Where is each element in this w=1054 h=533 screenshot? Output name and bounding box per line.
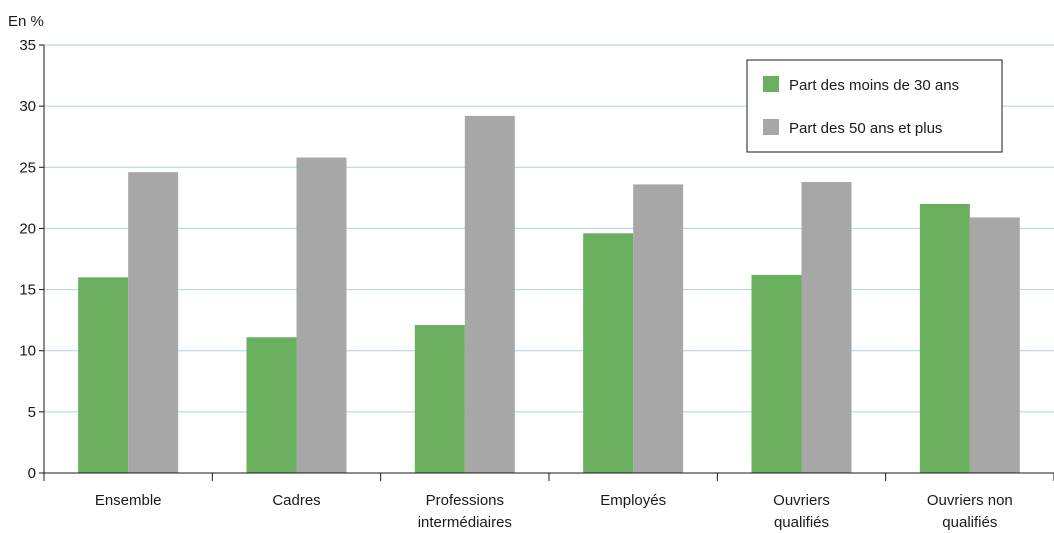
- bar-50-plus: [969, 217, 1020, 473]
- x-axis: Ensemble Cadres Professions intermédiaires E…: [43, 472, 1054, 531]
- y-tick-label: 10: [19, 343, 36, 360]
- gridlines: [44, 44, 1054, 413]
- x-category-label: intermédiaires: [418, 514, 512, 531]
- bar-under-30: [414, 325, 465, 473]
- x-category-label: qualifiés: [774, 514, 829, 531]
- y-tick-label: 5: [28, 404, 36, 421]
- bar-under-30: [583, 233, 634, 473]
- bar-50-plus: [296, 157, 347, 473]
- y-tick-label: 35: [19, 37, 36, 54]
- legend: Part des moins de 30 ans Part des 50 ans…: [746, 59, 1003, 153]
- legend-label-50-plus: Part des 50 ans et plus: [789, 120, 942, 137]
- x-category-label: Ouvriers: [773, 492, 830, 509]
- y-axis: 0 5 10 15 20 25 30 35: [19, 37, 45, 482]
- y-tick-label: 30: [19, 98, 36, 115]
- bar-under-30: [78, 277, 129, 473]
- legend-swatch-under-30: [763, 76, 779, 92]
- x-category-label: Ensemble: [95, 492, 162, 509]
- x-category-label: Cadres: [272, 492, 320, 509]
- legend-box: [746, 59, 1003, 153]
- x-category-label: Professions: [426, 492, 504, 509]
- x-category-label: qualifiés: [942, 514, 997, 531]
- bar-50-plus: [633, 184, 684, 474]
- y-tick-label: 0: [28, 465, 36, 482]
- bar-50-plus: [801, 181, 852, 473]
- legend-label-under-30: Part des moins de 30 ans: [789, 77, 959, 94]
- bars: [78, 115, 1020, 474]
- y-tick-label: 15: [19, 282, 36, 299]
- bar-under-30: [751, 274, 802, 473]
- bar-under-30: [246, 337, 297, 473]
- legend-swatch-50-plus: [763, 119, 779, 135]
- x-category-label: Employés: [600, 492, 666, 509]
- bar-50-plus: [464, 115, 515, 473]
- x-category-label: Ouvriers non: [927, 492, 1013, 509]
- y-tick-label: 25: [19, 159, 36, 176]
- y-tick-label: 20: [19, 220, 36, 237]
- bar-50-plus: [128, 172, 179, 474]
- bar-under-30: [919, 203, 970, 473]
- y-unit-label: En %: [8, 13, 44, 30]
